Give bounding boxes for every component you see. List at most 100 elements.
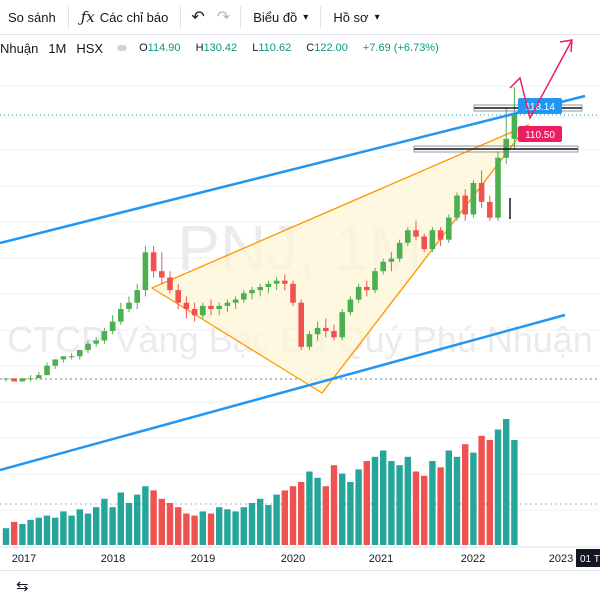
candle-body — [314, 327, 321, 335]
candle-body — [208, 305, 214, 309]
volume-bar — [404, 456, 411, 545]
candle-body — [323, 327, 329, 332]
candle-body — [413, 230, 419, 237]
trend-channel-drawing — [0, 94, 586, 472]
volume-bar — [478, 435, 485, 545]
volume-bar — [281, 490, 288, 545]
volume-bar — [470, 452, 477, 545]
candle-body — [454, 195, 460, 218]
profile-menu-button[interactable]: Hồ sơ ▾ — [325, 0, 387, 34]
bottom-bar: ⇆ — [0, 570, 600, 601]
redo-button[interactable]: ↷ — [211, 0, 236, 34]
projection-path — [509, 39, 573, 121]
compare-button[interactable]: So sánh — [0, 0, 64, 34]
candle-body — [298, 302, 304, 347]
candle-body — [511, 113, 518, 139]
volume-bar — [453, 456, 461, 545]
candle-body — [216, 305, 222, 309]
volume-bar — [117, 492, 124, 545]
volume-bar — [19, 524, 26, 545]
symbol-name[interactable]: Nhuận — [0, 40, 39, 56]
candle-body — [175, 290, 181, 303]
candle-body — [159, 271, 165, 278]
legend-toggle-icon[interactable] — [117, 45, 128, 51]
channel-upper-line — [0, 94, 586, 245]
candle-body — [68, 356, 75, 358]
time-axis-label: 2021 — [369, 553, 393, 565]
candle-body — [167, 277, 173, 291]
volume-bar — [101, 498, 108, 545]
volume-bar — [388, 461, 395, 545]
candle-body — [331, 331, 337, 338]
volume-bar — [363, 461, 370, 545]
volume-bar — [330, 465, 338, 545]
price-level-label: 118.14 — [525, 102, 555, 113]
indicators-button[interactable]: ƒx Các chỉ báo — [73, 0, 177, 34]
candle-body — [60, 356, 67, 360]
arrow-head — [559, 39, 573, 53]
projection-arrow — [509, 39, 573, 121]
candle-body — [52, 359, 58, 366]
change-value: +7.69 (+6.73%) — [362, 42, 439, 54]
undo-button[interactable]: ↶ — [185, 0, 210, 34]
date-range-icon[interactable]: ⇆ — [16, 578, 29, 595]
crosshair-time-badge — [576, 549, 600, 567]
time-axis-label: 2020 — [281, 553, 305, 565]
candle-body — [101, 331, 108, 341]
volume-bar — [142, 486, 149, 545]
symbol-legend: Nhuận 1M HSX O114.90 H130.42 L110.62 C12… — [0, 40, 445, 56]
candle-body — [142, 252, 149, 291]
price-level-badge — [518, 98, 562, 114]
candle-body — [478, 183, 485, 202]
candle-body — [183, 302, 190, 309]
volume-bar — [322, 486, 329, 545]
volume-bar — [314, 477, 321, 545]
candle-body — [77, 349, 83, 357]
candle-body — [446, 217, 452, 240]
volume-bar — [380, 450, 387, 545]
volume-bar — [437, 467, 444, 545]
candle-body — [396, 242, 403, 259]
chart-menu-label: Biểu đồ — [253, 9, 298, 25]
volume-bar — [84, 513, 92, 545]
fx-icon: ƒx — [80, 8, 95, 26]
volume-bar — [207, 513, 215, 545]
volume-bar — [371, 456, 379, 545]
volume-bar — [183, 513, 190, 545]
candle-body — [347, 299, 354, 313]
toolbar-divider — [67, 6, 69, 28]
toolbar-divider — [240, 6, 242, 28]
candle-body — [36, 375, 42, 379]
volume-bar — [445, 450, 452, 545]
candle-body — [93, 340, 99, 344]
volume-bar — [511, 440, 518, 545]
candle-body — [487, 201, 493, 218]
price-level-badge — [518, 126, 562, 142]
volume-bar — [224, 509, 231, 545]
close-value: 122.00 — [314, 42, 348, 54]
wedge-lower-line — [321, 124, 529, 394]
volume-bar — [52, 517, 59, 545]
candle-body — [495, 157, 501, 218]
candle-body — [306, 334, 313, 347]
volume-bar — [150, 490, 157, 545]
chart-menu-button[interactable]: Biểu đồ ▾ — [245, 0, 316, 34]
ohlc-values: O114.90 H130.42 L110.62 C122.00 +7.69 (+… — [139, 42, 445, 54]
volume-bar — [191, 515, 198, 545]
volume-bar — [93, 507, 100, 545]
candle-body — [421, 236, 427, 250]
volume-bar — [134, 494, 141, 545]
compare-label: So sánh — [8, 9, 56, 25]
volume-bar — [43, 515, 51, 545]
candle-body — [191, 309, 198, 316]
time-axis-label: 2022 — [461, 553, 485, 565]
low-label: L — [252, 42, 259, 54]
candle-body — [249, 290, 255, 294]
volume-bar — [240, 507, 247, 545]
channel-lower-line — [0, 313, 566, 472]
candle-body — [405, 230, 411, 243]
volume-bar — [68, 515, 75, 545]
volume-bar — [347, 482, 354, 545]
toolbar-divider — [320, 6, 322, 28]
